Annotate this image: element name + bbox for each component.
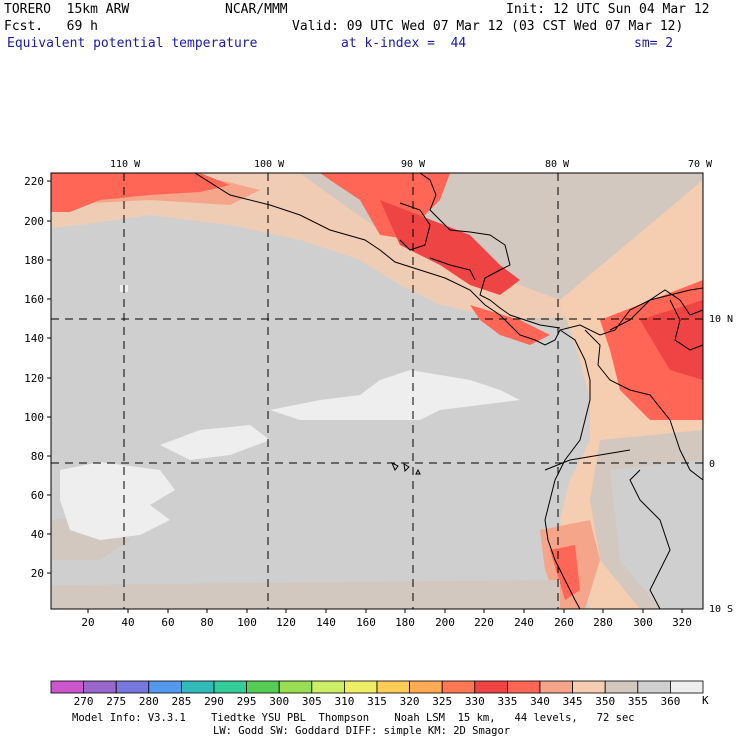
lat-label: 10 N [709, 314, 733, 325]
y-tick: 140 [24, 332, 44, 345]
x-tick: 180 [395, 616, 415, 629]
colorbar-swatch [441, 680, 476, 694]
colorbar-tick-label: 270 [74, 695, 94, 708]
x-tick: 120 [276, 616, 296, 629]
map-frame [50, 172, 704, 610]
colorbar-swatch [572, 680, 606, 694]
forecast-hour: Fcst. 69 h [4, 19, 98, 34]
y-tick: 60 [31, 489, 44, 502]
tick-marks [47, 180, 683, 613]
colorbar-tick-label: 285 [171, 695, 191, 708]
y-tick: 40 [31, 528, 44, 541]
colorbar-tick-label: 350 [595, 695, 615, 708]
colorbar-swatch [278, 680, 313, 694]
colorbar-tick-label: 275 [106, 695, 126, 708]
center-name: NCAR/MMM [225, 2, 288, 17]
colorbar-swatch [83, 680, 117, 694]
level-info: at k-index = 44 [341, 36, 467, 51]
model-physics: LW: Godd SW: Goddard DIFF: simple KM: 2D… [213, 725, 511, 737]
y-tick: 220 [24, 175, 44, 188]
lat-label: 10 S [709, 604, 733, 615]
colorbar-swatch [115, 680, 150, 694]
colorbar-tick-label: 330 [465, 695, 485, 708]
colorbar-tick-label: 305 [302, 695, 322, 708]
y-tick: 100 [24, 411, 44, 424]
valid-time: Valid: 09 UTC Wed 07 Mar 12 (03 CST Wed … [292, 19, 684, 34]
lon-label: 70 W [688, 159, 713, 170]
x-tick: 260 [554, 616, 574, 629]
colorbar-tick-label: 325 [432, 695, 452, 708]
graticule [51, 173, 703, 609]
y-tick: 180 [24, 254, 44, 267]
model-info: Model Info: V3.3.1 Tiedtke YSU PBL Thomp… [72, 712, 635, 724]
colorbar-swatch [637, 680, 671, 694]
y-tick: 120 [24, 372, 44, 385]
x-tick-labels: 20 40 60 80 100 120 140 160 180 200 220 … [81, 616, 692, 629]
x-tick: 160 [356, 616, 376, 629]
smoothing-info: sm= 2 [634, 36, 674, 51]
lon-label: 110 W [110, 159, 141, 170]
x-tick: 140 [316, 616, 336, 629]
colorbar-tick-label: 280 [139, 695, 159, 708]
model-name: TORERO 15km ARW [4, 2, 130, 17]
colorbar-swatch [311, 680, 345, 694]
lat-label: 0 [709, 459, 715, 470]
colorbar-tick-label: 320 [400, 695, 420, 708]
colorbar-swatch [409, 680, 443, 694]
y-tick-labels: 220 200 180 160 140 120 100 80 60 40 20 [24, 175, 44, 580]
colorbar-swatch [343, 680, 378, 694]
latitude-labels: 10 N 0 10 S [709, 314, 733, 615]
y-tick: 80 [31, 450, 44, 463]
y-tick: 160 [24, 293, 44, 306]
colorbar [50, 680, 704, 694]
init-time: Init: 12 UTC Sun 04 Mar 12 [506, 2, 710, 17]
lon-label: 80 W [545, 159, 570, 170]
longitude-labels: 110 W 100 W 90 W 80 W 70 W [110, 159, 713, 170]
coastlines [194, 173, 703, 609]
x-tick: 320 [672, 616, 692, 629]
y-tick: 200 [24, 215, 44, 228]
colorbar-tick-label: 295 [237, 695, 257, 708]
colorbar-swatch [50, 680, 84, 694]
x-tick: 220 [474, 616, 494, 629]
colorbar-tick-label: 290 [204, 695, 224, 708]
colorbar-swatch [180, 680, 215, 694]
colorbar-tick-label: 315 [367, 695, 387, 708]
x-tick: 60 [161, 616, 174, 629]
colorbar-swatch [670, 680, 704, 694]
colorbar-swatch [474, 680, 508, 694]
colorbar-swatch [506, 680, 541, 694]
colorbar-tick-label: 310 [334, 695, 354, 708]
colorbar-unit: K [702, 694, 709, 707]
x-tick: 20 [81, 616, 94, 629]
x-tick: 80 [200, 616, 213, 629]
colorbar-tick-label: 335 [497, 695, 517, 708]
field-name: Equivalent potential temperature [7, 36, 258, 51]
colorbar-tick-label: 340 [530, 695, 550, 708]
colorbar-swatch [376, 680, 410, 694]
colorbar-tick-label: 345 [563, 695, 583, 708]
colorbar-tick-label: 355 [628, 695, 648, 708]
colorbar-swatch [213, 680, 247, 694]
map-field [51, 173, 703, 609]
x-tick: 300 [633, 616, 653, 629]
y-tick: 20 [31, 567, 44, 580]
colorbar-tick-label: 360 [660, 695, 680, 708]
lon-label: 100 W [254, 159, 285, 170]
colorbar-swatch [604, 680, 639, 694]
colorbar-labels: 270 275 280 285 290 295 300 305 310 315 320 325 330 3… [74, 695, 681, 708]
colorbar-swatch [148, 680, 182, 694]
x-tick: 240 [514, 616, 534, 629]
colorbar-swatch [246, 680, 280, 694]
lon-label: 90 W [401, 159, 426, 170]
x-tick: 40 [121, 616, 134, 629]
x-tick: 280 [593, 616, 613, 629]
x-tick: 100 [237, 616, 257, 629]
x-tick: 200 [435, 616, 455, 629]
colorbar-tick-label: 300 [269, 695, 289, 708]
colorbar-swatch [539, 680, 573, 694]
